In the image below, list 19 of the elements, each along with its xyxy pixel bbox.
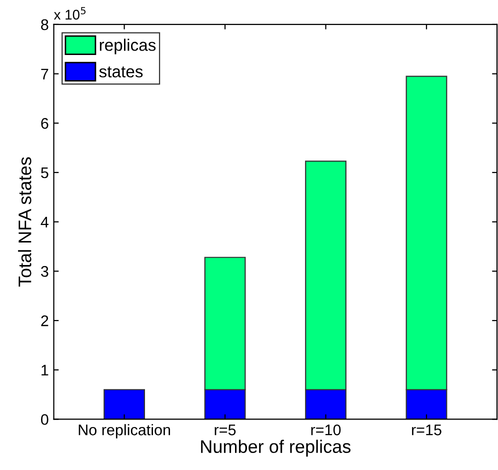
y-tick-label: 1 [42, 364, 48, 376]
bar [104, 389, 145, 420]
x-tick-label: r=15 [412, 424, 442, 436]
y-tick-label: 6 [41, 118, 48, 129]
x-tick-label: r=10 [311, 424, 341, 436]
x-axis-title: Number of replicas [201, 440, 351, 457]
y-tick-label: 4 [40, 216, 48, 228]
y-tick-label: 5 [41, 168, 48, 178]
y-tick-label: 3 [41, 266, 48, 277]
legend-label: replicas [100, 38, 156, 54]
legend-label: states [99, 66, 143, 78]
y-tick-label: 7 [41, 68, 48, 80]
x-tick-label: r=5 [214, 424, 236, 436]
text: x 10$^{5}$ [54, 7, 86, 20]
y-tick-label: 0 [41, 414, 48, 425]
x-tick-label: No replication [78, 424, 170, 438]
y-axis-title: Total NFA states [18, 157, 32, 287]
y-tick-label: 8 [41, 19, 48, 30]
y-tick-label: 2 [41, 315, 48, 326]
